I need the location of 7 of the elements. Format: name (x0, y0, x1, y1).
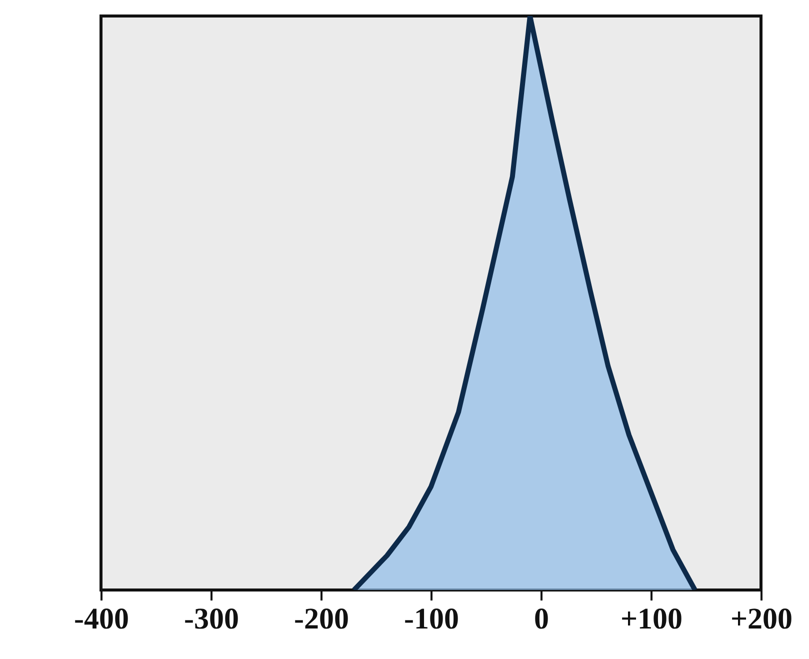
x-tick-label: +100 (620, 602, 683, 636)
x-tick-label: -400 (74, 602, 129, 636)
x-tick-label: -300 (184, 602, 239, 636)
x-tick-label: -200 (294, 602, 349, 636)
x-tick-label: -100 (404, 602, 459, 636)
x-tick-label: 0 (534, 602, 549, 636)
x-tick-label: +200 (730, 602, 793, 636)
